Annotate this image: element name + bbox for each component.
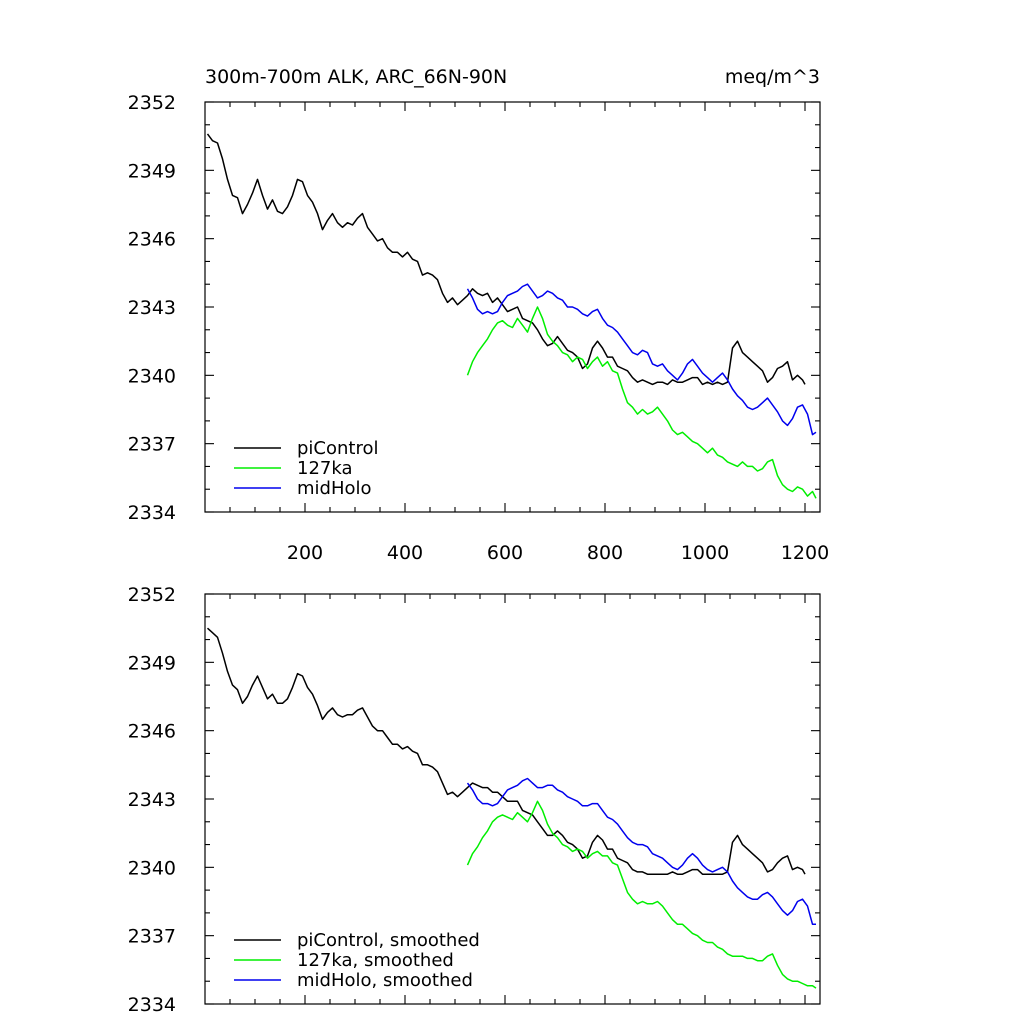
series-line-2 — [466, 283, 817, 436]
y-tick-label: 2349 — [128, 160, 176, 182]
y-tick-label: 2337 — [128, 926, 176, 948]
y-tick-label: 2340 — [128, 365, 176, 387]
series-line-1 — [466, 800, 817, 989]
y-tick-label: 2346 — [128, 229, 176, 251]
legend-label: midHolo — [297, 478, 372, 499]
legend-label: 127ka, smoothed — [297, 950, 454, 971]
top-panel: 300m-700m ALK, ARC_66N-90N meq/m^3 2334 2… — [128, 66, 830, 564]
y-tick-label: 2343 — [128, 789, 176, 811]
y-tick-label: 2334 — [128, 994, 176, 1016]
y-tick-label: 2337 — [128, 434, 176, 456]
bottom-panel: 2334 2337 2340 2343 2346 2349 2352 piControl, s… — [128, 584, 821, 1016]
x-tick-label: 1000 — [681, 542, 729, 564]
x-tick-label: 800 — [587, 542, 623, 564]
y-tick-label: 2346 — [128, 721, 176, 743]
series-line-2 — [466, 777, 816, 926]
y-tick-label: 2352 — [128, 92, 176, 114]
x-tick-label: 400 — [387, 542, 423, 564]
y-tick-label: 2334 — [128, 502, 176, 524]
legend-label: 127ka — [297, 458, 353, 479]
legend-label: midHolo, smoothed — [297, 970, 473, 991]
y-tick-label: 2343 — [128, 297, 176, 319]
chart-title: 300m-700m ALK, ARC_66N-90N — [205, 66, 507, 88]
series-line-0 — [206, 627, 806, 875]
x-tick-label: 600 — [487, 542, 523, 564]
legend-label: piControl, smoothed — [297, 930, 480, 951]
series-line-1 — [466, 306, 817, 499]
x-tick-label: 200 — [287, 542, 323, 564]
series-line-0 — [206, 133, 806, 386]
y-tick-label: 2349 — [128, 652, 176, 674]
units-label: meq/m^3 — [725, 66, 820, 88]
y-tick-label: 2352 — [128, 584, 176, 606]
y-tick-label: 2340 — [128, 857, 176, 879]
x-tick-label: 1200 — [781, 542, 829, 564]
legend-label: piControl — [297, 438, 379, 459]
